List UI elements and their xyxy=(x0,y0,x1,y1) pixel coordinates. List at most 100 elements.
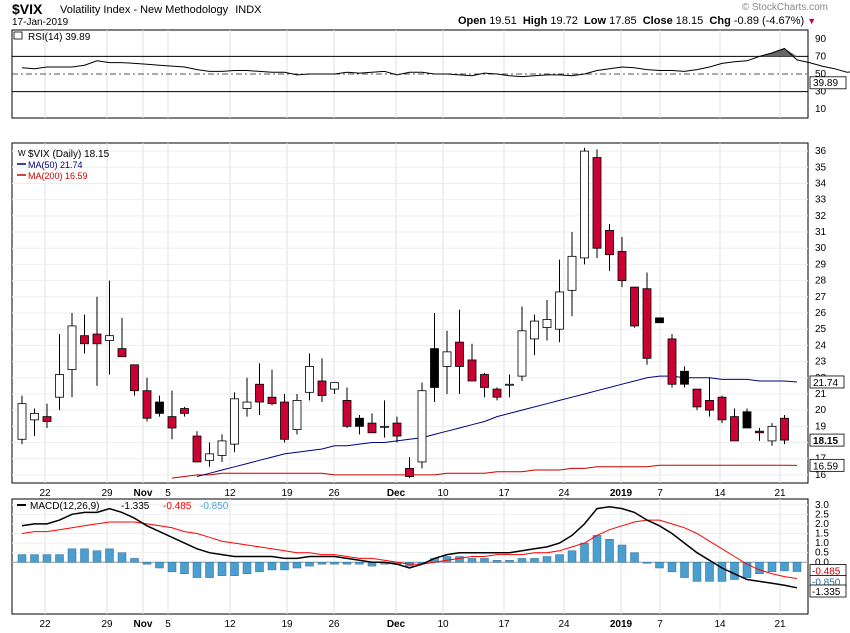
rsi-value-flag-text: 39.89 xyxy=(813,78,838,89)
candle-body xyxy=(730,416,739,442)
macd-panel-frame xyxy=(11,498,809,615)
price-y-tick-label: 32 xyxy=(815,211,827,222)
macd-histogram-bar xyxy=(305,562,314,567)
macd-histogram-bar xyxy=(92,550,102,563)
x-tick-label-bottom: 22 xyxy=(39,619,51,630)
x-tick-label-bottom: 29 xyxy=(101,619,113,630)
macd-histogram-bar xyxy=(530,558,539,563)
macd-y-tick-label: 0.0 xyxy=(815,557,829,568)
x-tick-label-bottom: 12 xyxy=(224,619,236,630)
macd-histogram-bar xyxy=(280,562,289,571)
price-y-tick-label: 36 xyxy=(815,146,827,157)
candle-body xyxy=(542,319,552,328)
x-tick-label-bottom: 17 xyxy=(498,619,510,630)
macd-histogram-bar xyxy=(105,548,114,563)
rsi-panel-icon xyxy=(13,31,23,40)
candle-body xyxy=(205,453,214,461)
price-y-tick-label: 21 xyxy=(815,389,827,400)
x-tick-label-bottom: 10 xyxy=(437,619,449,630)
candle-body xyxy=(330,382,339,390)
macd-histogram-bar xyxy=(480,558,489,563)
ma200-value-flag-text: 16.59 xyxy=(813,461,838,472)
x-tick-label: 14 xyxy=(714,488,726,499)
macd-histogram-bar xyxy=(355,562,364,565)
macd-histogram-bar xyxy=(205,562,214,578)
candle-body xyxy=(67,325,77,371)
candle-body xyxy=(117,348,127,358)
x-tick-label-bottom: 19 xyxy=(281,619,293,630)
price-y-tick-label: 34 xyxy=(815,178,827,189)
price-y-tick-label: 31 xyxy=(815,227,827,238)
close-value-flag xyxy=(809,433,845,447)
macd-histogram-bar xyxy=(267,562,277,571)
macd-y-tick-label: 1.0 xyxy=(815,538,829,549)
macd-histogram-bar xyxy=(292,562,302,569)
macd-histogram-bar xyxy=(17,554,27,563)
macd-histogram-bar xyxy=(780,562,789,572)
candle-body xyxy=(780,417,789,441)
candle-body xyxy=(267,396,277,405)
macd-histogram-bar xyxy=(317,562,327,565)
macd-legend-label: MACD(12,26,9) xyxy=(30,501,99,512)
candle-body xyxy=(80,335,89,345)
candle-body xyxy=(30,412,39,421)
x-tick-label: 21 xyxy=(774,488,786,499)
x-tick-label: 17 xyxy=(498,488,510,499)
signal-value-flag-text: -0.485 xyxy=(812,566,841,577)
candle-body xyxy=(342,400,352,427)
candle-body xyxy=(505,383,514,386)
x-tick-label-bottom: 7 xyxy=(657,619,663,630)
macd-histogram-bar xyxy=(667,562,677,573)
candle-body xyxy=(280,401,289,440)
ohlc-readout: Open 19.51 High 19.72 Low 17.85 Close 18… xyxy=(458,15,816,27)
candle-body xyxy=(405,468,414,477)
macd-y-tick-label: 1.5 xyxy=(815,529,829,540)
macd-histogram-bar xyxy=(680,562,689,578)
candle-body xyxy=(717,396,727,421)
x-tick-label-bottom: Nov xyxy=(134,619,153,630)
price-y-tick-label: 16 xyxy=(815,470,827,481)
price-y-tick-label: 28 xyxy=(815,276,827,287)
candle-body xyxy=(692,388,702,408)
ma50-value-flag-text: 21.74 xyxy=(813,378,838,389)
candle-body xyxy=(655,317,664,324)
x-tick-label: 22 xyxy=(39,488,51,499)
chart-date: 17-Jan-2019 xyxy=(12,17,69,28)
macd-histogram-bar xyxy=(742,562,752,578)
rsi-y-tick-label: 90 xyxy=(815,34,827,45)
watermark: © StockCharts.com xyxy=(741,2,828,13)
macd-histogram-bar xyxy=(717,562,727,582)
x-tick-label: 24 xyxy=(558,488,570,499)
x-tick-label-bottom: 14 xyxy=(714,619,726,630)
candle-body xyxy=(180,408,189,414)
candle-body xyxy=(55,374,64,398)
low-value: 17.85 xyxy=(609,15,637,27)
candle-body xyxy=(17,403,27,440)
candle-body xyxy=(367,422,377,434)
candle-body xyxy=(242,401,252,409)
candle-body xyxy=(642,288,652,359)
macd-y-tick-label: 0.5 xyxy=(815,548,829,559)
x-tick-label-bottom: 26 xyxy=(328,619,340,630)
candle-body xyxy=(667,338,677,385)
candle-body xyxy=(192,435,202,463)
candle-body xyxy=(605,230,614,256)
rsi-y-tick-label: 50 xyxy=(815,69,827,80)
macd-histogram-bar xyxy=(792,562,802,572)
candle-body xyxy=(142,390,152,419)
down-triangle-icon: ▼ xyxy=(807,16,817,26)
candle-body xyxy=(130,364,139,392)
candle-body xyxy=(555,291,564,330)
histogram-legend-value: -0.850 xyxy=(200,501,229,512)
macd-histogram-bar xyxy=(217,562,227,576)
macd-histogram-bar xyxy=(655,562,664,569)
x-tick-label-bottom: 21 xyxy=(774,619,786,630)
x-tick-label: 19 xyxy=(281,488,293,499)
candle-body xyxy=(430,348,439,388)
price-y-tick-label: 23 xyxy=(815,357,827,368)
ma50-legend-label: MA(50) 21.74 xyxy=(28,160,83,170)
price-y-tick-label: 27 xyxy=(815,292,827,303)
macd-y-tick-label: 3.0 xyxy=(815,500,829,511)
macd-histogram-bar xyxy=(730,562,739,580)
